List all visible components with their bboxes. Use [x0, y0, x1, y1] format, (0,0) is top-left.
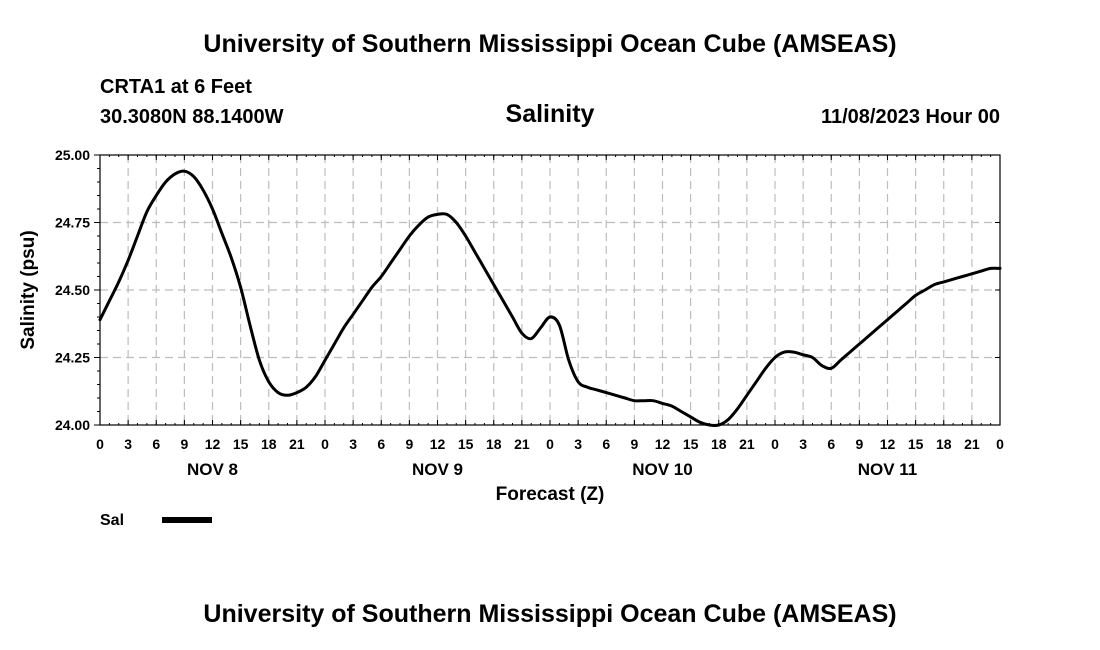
y-tick-label: 24.50	[55, 282, 90, 298]
y-tick-label: 24.00	[55, 417, 90, 433]
page-title: University of Southern Mississippi Ocean…	[203, 30, 897, 58]
x-tick-label: 18	[936, 436, 952, 452]
plot-frame	[99, 154, 1001, 426]
footer-title: University of Southern Mississippi Ocean…	[203, 600, 897, 628]
x-tick-label: 6	[602, 436, 610, 452]
x-tick-label: 18	[261, 436, 277, 452]
grid-lines	[100, 155, 1000, 425]
x-tick-label: 3	[799, 436, 807, 452]
x-tick-label: 18	[486, 436, 502, 452]
x-tick-label: 0	[546, 436, 554, 452]
station-label: CRTA1 at 6 Feet	[100, 76, 252, 98]
y-tick-labels: 24.00 24.25 24.50 24.75 25.00	[55, 147, 90, 433]
day-labels: NOV 8 NOV 9 NOV 10 NOV 11	[187, 460, 917, 479]
x-tick-label: 15	[233, 436, 249, 452]
x-tick-label: 15	[458, 436, 474, 452]
x-tick-label: 21	[964, 436, 980, 452]
day-label: NOV 10	[632, 460, 692, 479]
x-tick-label: 9	[855, 436, 863, 452]
x-tick-label: 21	[289, 436, 305, 452]
x-tick-label: 0	[996, 436, 1004, 452]
x-tick-label: 9	[630, 436, 638, 452]
x-tick-label: 6	[152, 436, 160, 452]
x-tick-label: 9	[180, 436, 188, 452]
x-tick-label: 3	[124, 436, 132, 452]
x-axis-title: Forecast (Z)	[496, 484, 605, 505]
x-tick-label: 12	[880, 436, 896, 452]
x-tick-label: 12	[430, 436, 446, 452]
x-tick-label: 0	[771, 436, 779, 452]
day-label: NOV 9	[412, 460, 463, 479]
y-tick-label: 24.75	[55, 215, 90, 231]
x-tick-label: 0	[321, 436, 329, 452]
day-label: NOV 11	[858, 460, 918, 479]
x-tick-labels: 0 3 6 9 12 15 18 21 0 3 6 9 12 15 18 21 0 3 6 9 12 15 18 21 0 3 6 9…	[96, 436, 1004, 452]
day-label: NOV 8	[187, 460, 238, 479]
x-tick-label: 18	[711, 436, 727, 452]
x-tick-label: 3	[574, 436, 582, 452]
x-tick-label: 15	[908, 436, 924, 452]
x-tick-label: 12	[655, 436, 671, 452]
x-tick-label: 15	[683, 436, 699, 452]
coordinates-label: 30.3080N 88.1400W	[100, 106, 284, 128]
x-tick-label: 0	[96, 436, 104, 452]
series-line-sal	[98, 169, 1002, 428]
x-tick-label: 6	[827, 436, 835, 452]
x-tick-label: 3	[349, 436, 357, 452]
datetime-label: 11/08/2023 Hour 00	[820, 106, 1000, 128]
x-tick-label: 9	[405, 436, 413, 452]
x-tick-label: 21	[514, 436, 530, 452]
chart-title: Salinity	[505, 100, 595, 128]
x-tick-label: 12	[205, 436, 221, 452]
x-tick-label: 6	[377, 436, 385, 452]
x-tick-label: 21	[739, 436, 755, 452]
y-tick-label: 24.25	[55, 350, 90, 366]
y-axis-title: Salinity (psu)	[18, 230, 39, 349]
y-tick-label: 25.00	[55, 147, 90, 163]
legend-label-sal: Sal	[100, 512, 124, 529]
